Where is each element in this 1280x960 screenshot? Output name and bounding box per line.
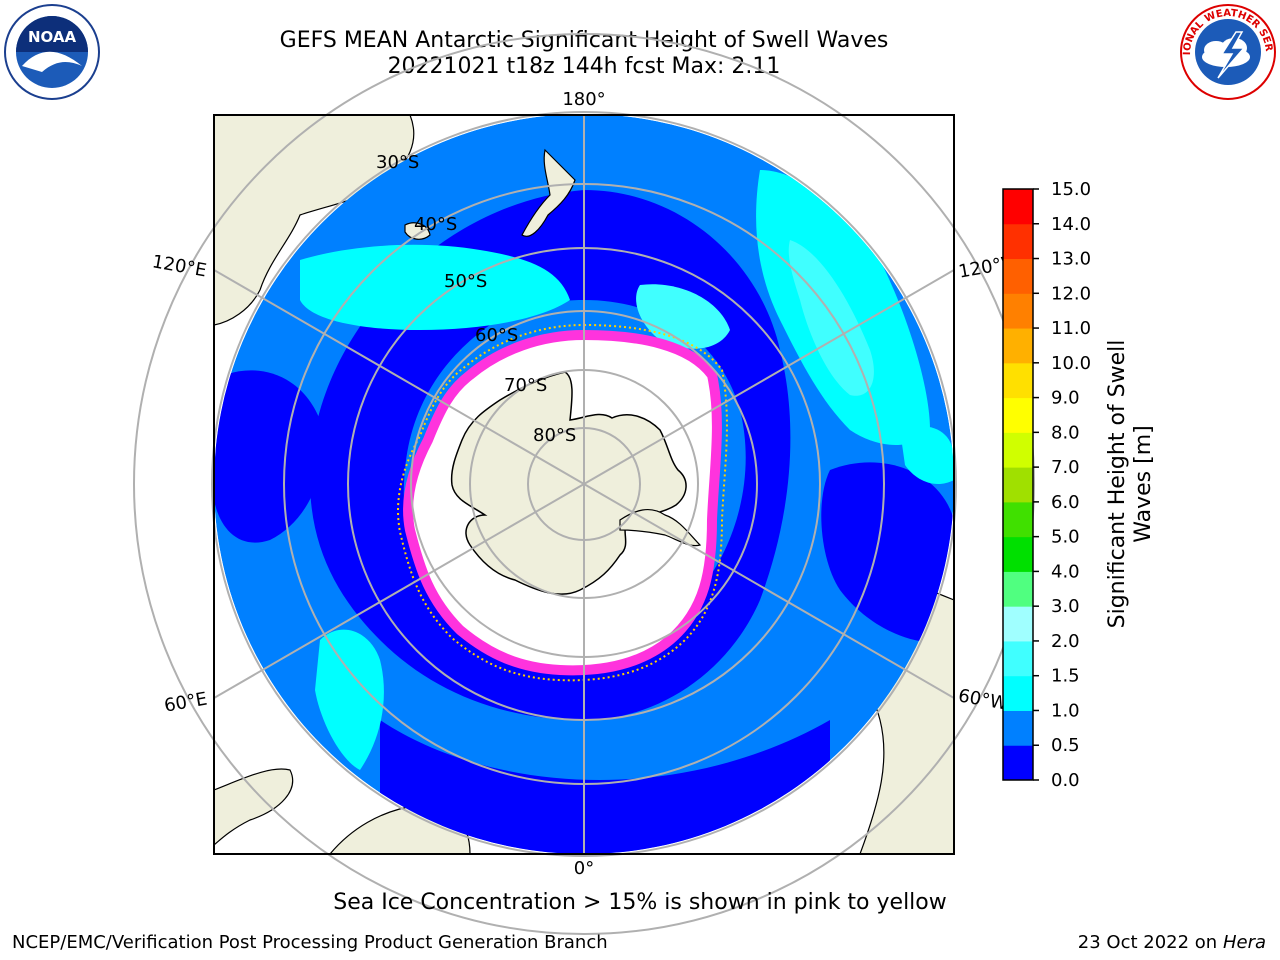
nws-logo-icon: NATIONAL WEATHER SERVICE — [1178, 2, 1276, 100]
colorbar-segment — [1003, 258, 1033, 294]
land-africa — [214, 768, 294, 846]
colorbar-tick-label: 12.0 — [1051, 283, 1091, 304]
colorbar-tick-label: 7.0 — [1051, 457, 1080, 478]
colorbar-tick-label: 3.0 — [1051, 596, 1080, 617]
colorbar-segment — [1003, 328, 1033, 364]
colorbar-segment — [1003, 397, 1033, 433]
colorbar-segment — [1003, 189, 1033, 225]
land-tasmania — [404, 222, 431, 240]
colorbar-tick-label: 15.0 — [1051, 179, 1091, 200]
colorbar-ticks: 0.0 0.5 1.0 1.5 2.0 3.0 4.0 5.0 6.0 7.0 8.0 9.0 10.0… — [1033, 179, 1091, 791]
swell-band-high-indian — [315, 629, 384, 770]
colorbar-segment — [1003, 467, 1033, 503]
colorbar-label-line2: Waves [m] — [1131, 425, 1156, 542]
noaa-logo-text: NOAA — [28, 28, 77, 46]
colorbar-segment — [1003, 432, 1033, 468]
sea-ice-outline — [397, 323, 728, 682]
lon-label-60e: 60°E — [163, 688, 209, 716]
swell-band-high-tasman — [300, 244, 570, 330]
swell-band-low-south — [380, 720, 830, 854]
footer-branch: NCEP/EMC/Verification Post Processing Pr… — [12, 932, 608, 953]
colorbar — [1003, 189, 1033, 781]
colorbar-tick-label: 14.0 — [1051, 214, 1091, 235]
colorbar-segment — [1003, 745, 1033, 781]
colorbar-tick-label: 2.0 — [1051, 631, 1080, 652]
colorbar-tick-label: 13.0 — [1051, 249, 1091, 270]
colorbar-tick-label: 9.0 — [1051, 388, 1080, 409]
colorbar-segment — [1003, 675, 1033, 711]
swell-band-high-east — [900, 426, 954, 485]
colorbar-tick-label: 1.5 — [1051, 666, 1080, 687]
lat-label-30s: 30°S — [376, 152, 419, 173]
colorbar-tick-label: 10.0 — [1051, 353, 1091, 374]
land-new-zealand — [521, 148, 576, 237]
lon-label-180: 180° — [562, 89, 605, 110]
colorbar-label-line1: Significant Height of Swell — [1105, 340, 1130, 629]
footer-machine: Hera — [1222, 932, 1266, 953]
colorbar-segment — [1003, 606, 1033, 642]
colorbar-segment — [1003, 536, 1033, 572]
lon-label-120e: 120°E — [151, 251, 209, 281]
colorbar-segment — [1003, 640, 1033, 677]
colorbar-tick-label: 1.0 — [1051, 700, 1080, 721]
lon-label-0: 0° — [574, 858, 594, 879]
colorbar-tick-label: 6.0 — [1051, 492, 1080, 513]
lat-label-70s: 70°S — [504, 375, 547, 396]
colorbar-tick-label: 4.0 — [1051, 561, 1080, 582]
chart-title: GEFS MEAN Antarctic Significant Height o… — [279, 28, 889, 53]
swell-band-peak — [788, 240, 874, 396]
swell-band-low-east — [821, 462, 954, 643]
chart-subtitle: 20221021 t18z 144h fcst Max: 2.11 — [387, 54, 781, 79]
lat-label-40s: 40°S — [414, 214, 457, 235]
footer-date: 23 Oct 2022 on Hera — [1078, 932, 1266, 953]
lat-label-50s: 50°S — [444, 271, 487, 292]
lat-label-60s: 60°S — [475, 325, 518, 346]
colorbar-tick-label: 8.0 — [1051, 422, 1080, 443]
colorbar-segment — [1003, 223, 1033, 260]
colorbar-tick-label: 5.0 — [1051, 527, 1080, 548]
colorbar-segment — [1003, 501, 1033, 538]
footer-date-text: 23 Oct 2022 on — [1077, 932, 1223, 953]
colorbar-segment — [1003, 710, 1033, 746]
swell-band-low-west — [214, 370, 323, 543]
colorbar-tick-label: 0.5 — [1051, 735, 1080, 756]
colorbar-segment — [1003, 571, 1033, 607]
colorbar-segment — [1003, 362, 1033, 399]
sea-ice-caption: Sea Ice Concentration > 15% is shown in … — [333, 890, 947, 915]
land-antarctica — [450, 371, 687, 595]
map-frame — [213, 114, 955, 855]
lon-label-60w: 60°W — [957, 685, 1010, 714]
colorbar-segment — [1003, 293, 1033, 329]
noaa-logo-icon: NOAA — [4, 4, 100, 100]
colorbar-tick-label: 0.0 — [1051, 770, 1080, 791]
colorbar-frame — [1002, 188, 1034, 781]
lat-label-80s: 80°S — [533, 425, 576, 446]
meridians — [214, 115, 954, 854]
colorbar-tick-label: 11.0 — [1051, 318, 1091, 339]
